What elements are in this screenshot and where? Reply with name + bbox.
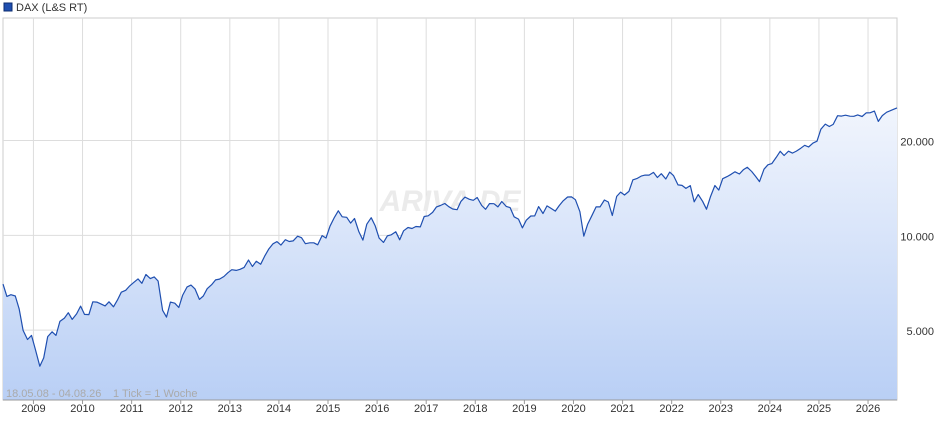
x-tick-label: 2014 [267, 403, 291, 415]
area [3, 107, 897, 401]
x-tick-label: 2022 [659, 403, 683, 415]
x-tick-label: 2009 [21, 403, 45, 415]
x-tick-label: 2013 [218, 403, 242, 415]
x-tick-label: 2025 [807, 403, 831, 415]
x-tick-label: 2023 [709, 403, 733, 415]
x-tick-label: 2010 [70, 403, 94, 415]
x-tick-label: 2024 [758, 403, 782, 415]
y-tick-label: 10.000 [900, 231, 934, 243]
x-tick-label: 2012 [168, 403, 192, 415]
line [2, 107, 898, 367]
y-tick-label: 20.000 [900, 136, 934, 148]
x-tick-label: 2016 [365, 403, 389, 415]
x-tick-label: 2018 [463, 403, 487, 415]
x-tick-label: 2017 [414, 403, 438, 415]
x-tick-label: 2011 [120, 403, 144, 415]
y-tick-label: 5.000 [906, 326, 934, 338]
legend-label: DAX (L&S RT) [16, 2, 87, 14]
x-tick-label: 2015 [316, 403, 340, 415]
x-tick-label: 2019 [512, 403, 536, 415]
period-label: 18.05.08 - 04.08.26 [6, 388, 101, 400]
tick-note: 1 Tick = 1 Woche [113, 388, 197, 400]
x-tick-label: 2020 [561, 403, 585, 415]
x-tick-label: 2026 [856, 403, 880, 415]
x-tick-label: 2021 [610, 403, 634, 415]
legend-swatch [3, 2, 13, 12]
